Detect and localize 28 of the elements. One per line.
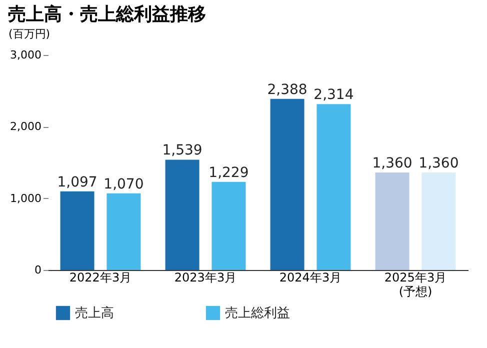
y-tick-label: 3,000 [10, 48, 42, 62]
x-tick-label: 2024年3月 [279, 270, 342, 284]
bar [60, 191, 94, 270]
bar [422, 172, 456, 270]
y-axis-title: (百万円) [8, 28, 50, 40]
data-label: 2,388 [267, 82, 308, 98]
chart-title: 売上高・売上総利益推移 [8, 4, 206, 25]
data-label: 2,314 [314, 87, 354, 104]
bar [270, 98, 304, 270]
y-tick-label: 0 [34, 264, 42, 276]
bar [375, 172, 410, 270]
data-label: 1,070 [104, 176, 144, 192]
legend-label: 売上総利益 [225, 306, 290, 321]
x-tick-label: 2022年3月 [69, 270, 132, 284]
bar [316, 104, 351, 270]
bar [212, 182, 246, 270]
y-tick-label: 2,000 [10, 120, 42, 134]
data-label: 1,360 [418, 156, 459, 172]
bar [106, 193, 141, 270]
legend-label: 売上高 [75, 305, 114, 321]
x-tick-label: 2025年3月 (予想) [384, 270, 447, 298]
data-label: 1,539 [162, 142, 202, 159]
data-label: 1,360 [372, 156, 412, 172]
data-label: 1,097 [57, 174, 98, 190]
y-tick-label: 1,000 [10, 192, 42, 205]
bar [165, 160, 200, 270]
data-label: 1,229 [208, 164, 249, 181]
x-tick-label: 2023年3月 [174, 270, 237, 284]
